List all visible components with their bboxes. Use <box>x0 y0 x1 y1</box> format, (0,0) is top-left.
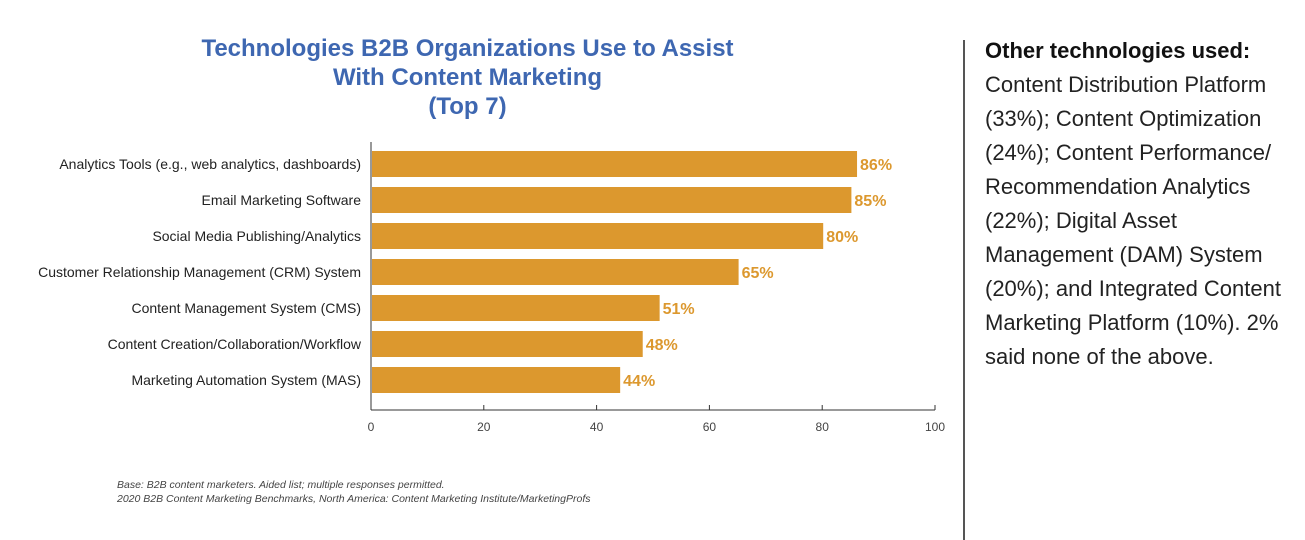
category-label: Content Creation/Collaboration/Workflow <box>108 336 362 352</box>
data-label: 80% <box>826 229 858 246</box>
bar <box>372 223 824 249</box>
bar <box>372 187 852 213</box>
x-tick-label: 60 <box>703 420 717 434</box>
sidebar-heading: Other technologies used: <box>985 38 1251 63</box>
category-label: Social Media Publishing/Analytics <box>152 228 361 244</box>
data-label: 65% <box>742 265 774 282</box>
data-label: 48% <box>646 337 678 354</box>
footnotes: Base: B2B content marketers. Aided list;… <box>117 478 591 506</box>
sidebar-body: Content Distribution Platform (33%); Con… <box>985 72 1281 369</box>
x-tick-label: 40 <box>590 420 604 434</box>
footnote-base: Base: B2B content marketers. Aided list;… <box>117 479 445 491</box>
category-label: Marketing Automation System (MAS) <box>131 372 361 388</box>
x-tick-label: 0 <box>368 420 375 434</box>
data-label: 86% <box>860 157 892 174</box>
bar <box>372 151 858 177</box>
title-line-2: With Content Marketing <box>332 64 603 91</box>
data-label: 85% <box>854 193 886 210</box>
divider <box>963 40 965 540</box>
category-label: Content Management System (CMS) <box>131 300 361 316</box>
category-label: Customer Relationship Management (CRM) S… <box>38 264 361 280</box>
chart-title: Technologies B2B Organizations Use to As… <box>160 34 775 121</box>
category-label: Email Marketing Software <box>201 192 361 208</box>
bar <box>372 259 739 285</box>
bar-chart: 0 20 40 60 80 100 Analytics Tools (e.g., web a… <box>38 142 945 434</box>
data-label: 44% <box>623 373 655 390</box>
x-tick-label: 80 <box>816 420 830 434</box>
bar <box>372 331 643 357</box>
sidebar-note: Other technologies used: Content Distrib… <box>985 34 1285 374</box>
category-label: Analytics Tools (e.g., web analytics, da… <box>59 156 361 172</box>
data-label: 51% <box>663 301 695 318</box>
title-line-1: Technologies B2B Organizations Use to As… <box>201 35 734 62</box>
bar <box>372 367 621 393</box>
bar <box>372 295 660 321</box>
x-tick-label: 100 <box>925 420 945 434</box>
title-line-3: (Top 7) <box>428 93 507 120</box>
footnote-source: 2020 B2B Content Marketing Benchmarks, N… <box>117 493 591 505</box>
x-tick-label: 20 <box>477 420 491 434</box>
